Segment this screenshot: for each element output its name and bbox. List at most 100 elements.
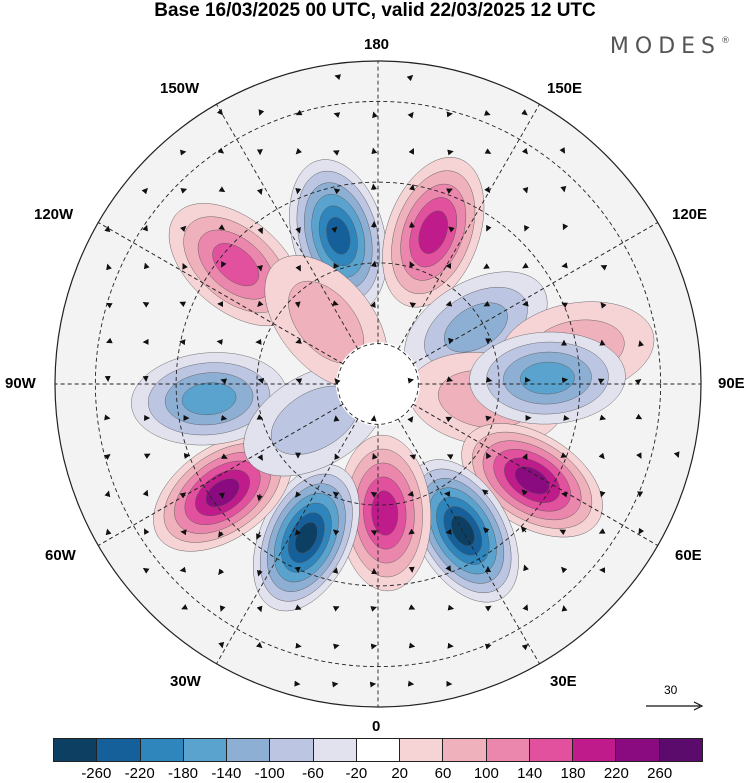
wind-vector xyxy=(560,452,568,458)
wind-vector xyxy=(142,302,150,308)
wind-vector xyxy=(183,452,191,459)
wind-vector xyxy=(370,491,378,498)
wind-vector xyxy=(179,225,187,233)
colorbar-tick-label: 100 xyxy=(473,765,499,782)
wind-vector xyxy=(257,300,264,308)
wind-vector xyxy=(600,302,607,309)
wind-vector xyxy=(559,147,566,154)
colorbar-tick-label: -220 xyxy=(124,765,155,782)
wind-vector xyxy=(332,529,340,536)
wind-vector xyxy=(295,491,302,498)
wind-vector xyxy=(218,568,225,576)
wind-vector xyxy=(295,109,303,116)
wind-vector xyxy=(143,453,151,460)
anomaly-center-n-atlantic-low xyxy=(252,464,360,612)
lon-label-120w: 120W xyxy=(34,206,74,223)
colorbar-segment xyxy=(616,739,660,761)
wind-vector xyxy=(179,339,186,346)
wind-vector xyxy=(105,528,112,536)
colorbar-segment xyxy=(443,739,487,761)
latitude-circle xyxy=(94,100,662,668)
wind-vector xyxy=(520,526,528,533)
colorbar-ticks: -260 -220 -180 -140 -100 -60 -20 20 60 100 140 180 2… xyxy=(0,765,750,783)
colorbar-tick-label: 60 xyxy=(434,765,452,782)
wind-vector xyxy=(104,454,111,461)
meridian-line xyxy=(216,104,359,350)
wind-vector xyxy=(332,491,340,498)
wind-vector xyxy=(144,528,150,535)
reference-vector-arrow-icon xyxy=(646,701,704,711)
wind-vector xyxy=(294,604,302,611)
wind-vector xyxy=(142,224,148,232)
colorbar xyxy=(53,738,703,762)
colorbar-segment xyxy=(659,739,702,761)
wind-vector xyxy=(638,527,645,535)
wind-vector xyxy=(483,110,491,116)
colorbar-tick-label: -100 xyxy=(254,765,285,782)
colorbar-tick-label: -140 xyxy=(211,765,242,782)
lon-label-90w: 90W xyxy=(5,375,36,392)
wind-vector xyxy=(597,378,605,385)
wind-vector xyxy=(220,414,228,421)
map-border xyxy=(54,60,702,708)
wind-anomaly-vectors xyxy=(104,74,680,688)
wind-vector xyxy=(407,490,415,497)
wind-vector xyxy=(370,183,377,191)
wind-vector xyxy=(256,569,263,577)
wind-vector xyxy=(141,187,148,195)
map-title: Base 16/03/2025 00 UTC, valid 22/03/2025… xyxy=(154,0,596,21)
meridian-line xyxy=(397,104,540,350)
lon-label-0: 0 xyxy=(372,718,381,735)
wind-vector xyxy=(561,566,568,574)
meridian-line xyxy=(412,403,658,546)
lat-lon-graticule xyxy=(55,61,701,707)
wind-vector xyxy=(445,416,453,423)
wind-vector xyxy=(409,261,415,268)
meridian-line xyxy=(216,418,359,664)
wind-vector xyxy=(408,604,416,610)
height-anomaly-field xyxy=(131,157,655,612)
wind-vector xyxy=(370,530,378,536)
colorbar-tick-label: 220 xyxy=(603,765,629,782)
wind-vector xyxy=(599,414,607,421)
colorbar-tick-label: 180 xyxy=(560,765,586,782)
wind-vector xyxy=(217,147,225,154)
colorbar-tick-label: -20 xyxy=(345,765,368,782)
wind-vector xyxy=(295,148,302,155)
wind-vector xyxy=(295,338,302,344)
wind-vector xyxy=(331,226,338,233)
wind-vector xyxy=(370,301,376,309)
wind-vector xyxy=(636,452,642,459)
colorbar-segment xyxy=(227,739,271,761)
wind-vector xyxy=(481,489,489,496)
wind-vector xyxy=(521,147,528,155)
wind-vector xyxy=(407,111,414,119)
wind-vector xyxy=(143,262,150,270)
wind-vector xyxy=(334,378,341,385)
wind-vector xyxy=(483,263,490,269)
wind-vector xyxy=(256,605,263,613)
colorbar-segment xyxy=(313,739,357,761)
wind-vector xyxy=(370,260,377,268)
wind-vector xyxy=(219,605,226,612)
wind-vector xyxy=(105,302,113,309)
wind-vector xyxy=(256,265,263,272)
wind-vector xyxy=(445,565,452,572)
wind-vector xyxy=(522,300,529,307)
lon-label-150w: 150W xyxy=(160,80,200,97)
wind-vector xyxy=(181,604,188,610)
wind-vector xyxy=(370,606,377,612)
wind-vector xyxy=(179,301,187,308)
lon-label-60e: 60E xyxy=(675,547,702,564)
anomaly-center-canada-low xyxy=(131,352,288,446)
wind-vector xyxy=(522,453,528,460)
wind-vector xyxy=(635,413,643,420)
wind-vector xyxy=(218,530,224,538)
wind-vector xyxy=(409,302,417,309)
wind-vector xyxy=(256,531,262,540)
wind-vector xyxy=(447,604,455,611)
reference-vector-label: 30 xyxy=(664,683,678,697)
colorbar-segment xyxy=(140,739,184,761)
wind-vector xyxy=(448,226,455,233)
colorbar-tick-label: -260 xyxy=(81,765,112,782)
